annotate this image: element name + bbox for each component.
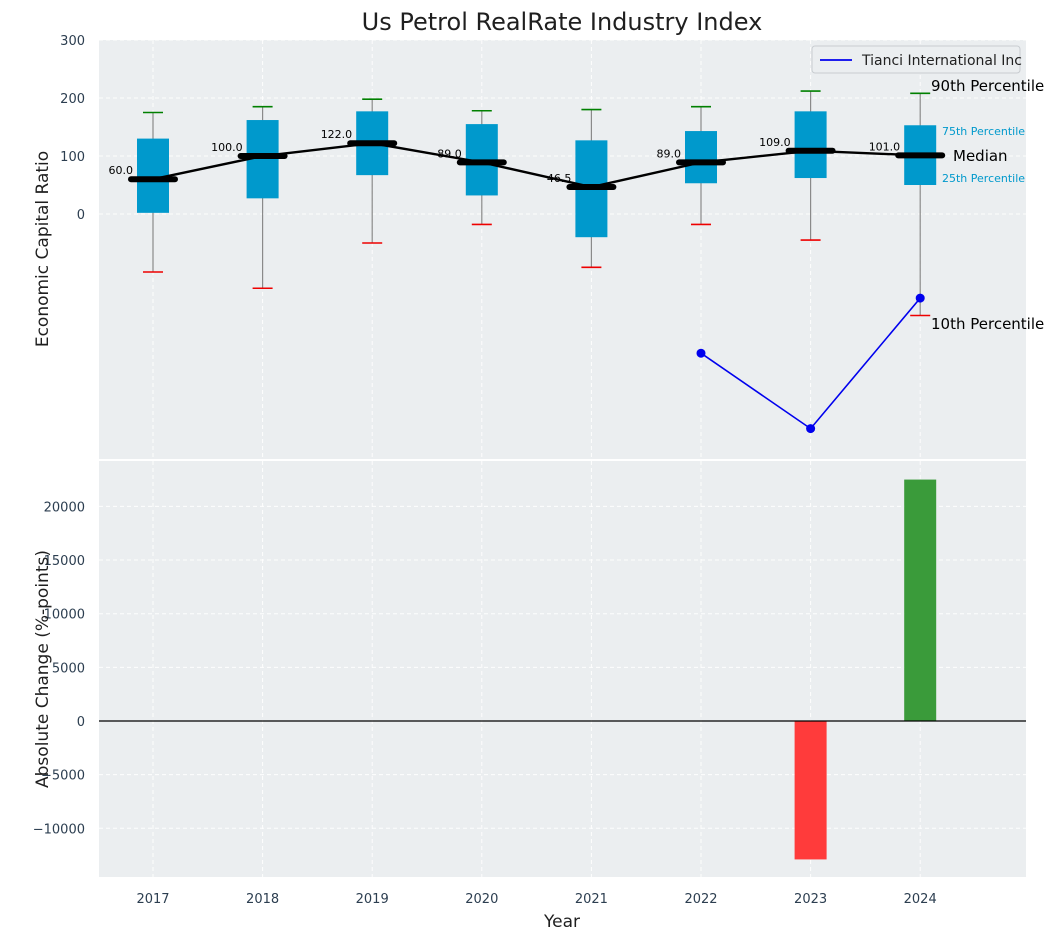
top-y-tick-label: 300 — [60, 34, 85, 49]
grid-lines — [99, 39, 1026, 877]
median-value-label: 122.0 — [321, 128, 353, 141]
legend-frame — [811, 45, 1021, 74]
median-value-label: 60.0 — [109, 164, 134, 177]
p10-annotation: 10th Percentile — [931, 315, 1044, 333]
legend: Tianci International Inc — [811, 45, 1022, 74]
legend-label: Tianci International Inc — [861, 53, 1022, 69]
median-value-label: 89.0 — [437, 147, 462, 160]
company-series-point — [806, 424, 816, 434]
p75-annotation: 75th Percentile — [942, 125, 1025, 138]
p90-annotation: 90th Percentile — [931, 77, 1044, 95]
top-y-tick-label: 0 — [77, 208, 85, 223]
box-plot-layer: 60.0 100.0 122.0 89.0 46.5 89.0 109.0 101.0 — [109, 90, 946, 434]
top-y-axis-title: Economic Capital Ratio — [33, 151, 53, 347]
median-annotation: Median — [953, 147, 1008, 165]
top-y-tick-label: 100 — [60, 150, 85, 165]
company-series-point — [915, 293, 925, 303]
median-value-label: 46.5 — [547, 172, 572, 185]
p25-annotation: 25th Percentile — [942, 172, 1025, 185]
x-tick-label: 2020 — [465, 892, 498, 907]
bar-layer — [99, 479, 1026, 860]
x-tick-label: 2023 — [794, 892, 827, 907]
bottom-y-tick-label: 20000 — [44, 500, 85, 515]
median-value-label: 101.0 — [869, 140, 901, 153]
x-tick-label: 2017 — [136, 892, 169, 907]
x-tick-label: 2021 — [575, 892, 608, 907]
x-axis-title: Year — [543, 912, 580, 932]
box-iqr — [794, 111, 827, 179]
box-iqr — [685, 131, 717, 184]
top-plot-background — [99, 40, 1026, 459]
bottom-y-tick-label: 15000 — [44, 554, 85, 569]
bottom-y-axis-title: Absolute Change (%-points) — [33, 550, 53, 788]
x-tick-label: 2024 — [904, 892, 937, 907]
axis-labels: 2017 2018 2019 2020 2021 2022 2023 2024 0 100 200 3… — [33, 34, 937, 907]
median-value-label: 100.0 — [211, 141, 243, 154]
bottom-y-tick-label: 0 — [77, 715, 85, 730]
bottom-y-tick-label: −10000 — [33, 822, 85, 837]
x-tick-label: 2018 — [246, 892, 279, 907]
median-value-label: 89.0 — [657, 147, 682, 160]
bottom-y-tick-label: 10000 — [44, 608, 85, 623]
bottom-plot-background — [99, 461, 1026, 877]
bottom-y-tick-label: 5000 — [52, 661, 85, 676]
change-bar — [904, 479, 937, 721]
x-tick-label: 2022 — [684, 892, 717, 907]
bottom-y-tick-label: −5000 — [41, 769, 85, 784]
company-series-point — [696, 348, 706, 358]
x-tick-label: 2019 — [356, 892, 389, 907]
chart-title: Us Petrol RealRate Industry Index — [362, 8, 763, 36]
top-y-tick-label: 200 — [60, 92, 85, 107]
median-value-label: 109.0 — [759, 136, 791, 149]
change-bar — [794, 721, 827, 860]
